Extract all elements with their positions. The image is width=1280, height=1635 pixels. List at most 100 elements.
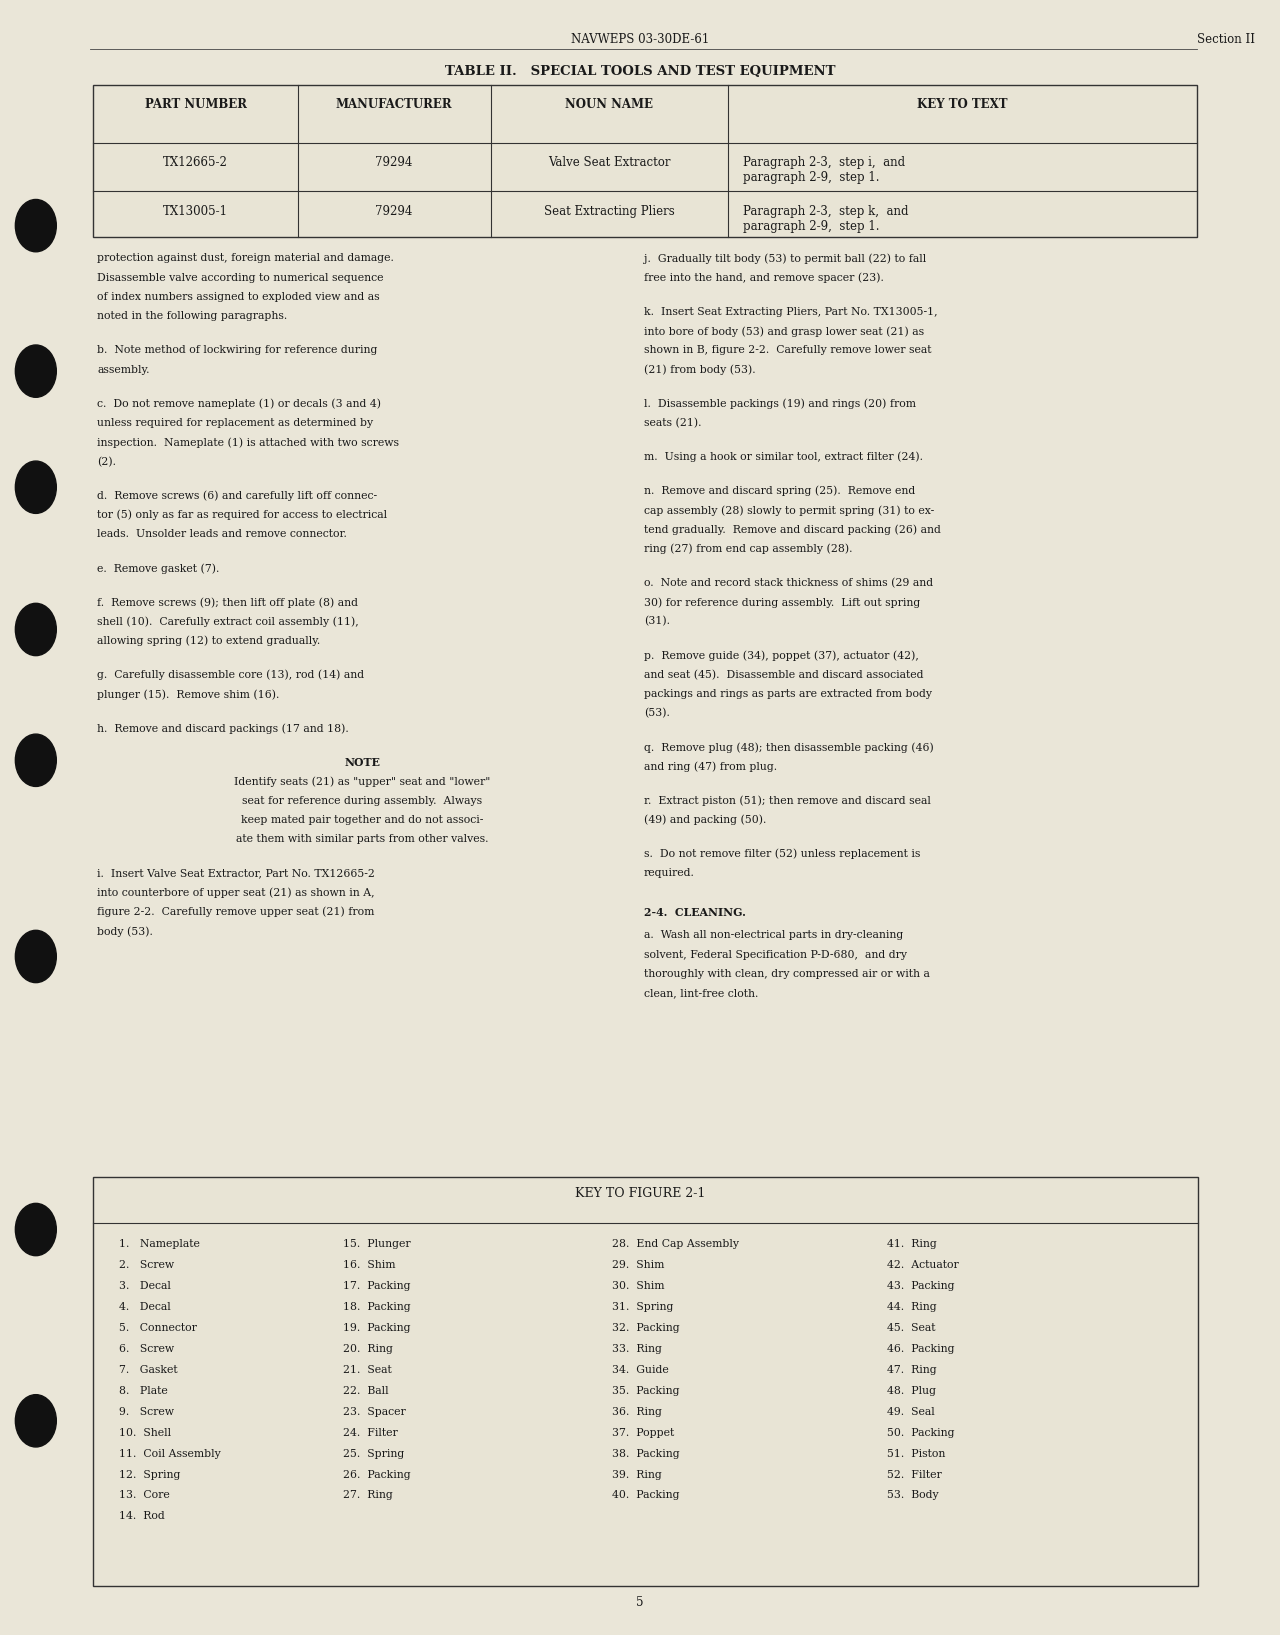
Text: cap assembly (28) slowly to permit spring (31) to ex-: cap assembly (28) slowly to permit sprin… (644, 505, 934, 515)
Text: 41.  Ring: 41. Ring (887, 1239, 937, 1249)
Bar (93, 85, 1197, 237)
Text: TABLE II.   SPECIAL TOOLS AND TEST EQUIPMENT: TABLE II. SPECIAL TOOLS AND TEST EQUIPME… (444, 65, 836, 78)
Text: 79294: 79294 (375, 155, 412, 168)
Text: 20.  Ring: 20. Ring (343, 1344, 393, 1354)
Text: and seat (45).  Disassemble and discard associated: and seat (45). Disassemble and discard a… (644, 670, 923, 680)
Text: 9.   Screw: 9. Screw (119, 1406, 174, 1418)
Text: plunger (15).  Remove shim (16).: plunger (15). Remove shim (16). (97, 688, 279, 700)
Text: ate them with similar parts from other valves.: ate them with similar parts from other v… (236, 834, 489, 844)
Text: 37.  Poppet: 37. Poppet (612, 1427, 675, 1437)
Text: into counterbore of upper seat (21) as shown in A,: into counterbore of upper seat (21) as s… (97, 888, 375, 898)
Text: NOTE: NOTE (344, 757, 380, 768)
Text: 27.  Ring: 27. Ring (343, 1491, 393, 1501)
Text: Valve Seat Extractor: Valve Seat Extractor (548, 155, 671, 168)
Text: 6.   Screw: 6. Screw (119, 1344, 174, 1354)
Text: 14.  Rod: 14. Rod (119, 1511, 165, 1522)
Text: 39.  Ring: 39. Ring (612, 1470, 662, 1480)
Text: m.  Using a hook or similar tool, extract filter (24).: m. Using a hook or similar tool, extract… (644, 451, 923, 463)
Text: 16.  Shim: 16. Shim (343, 1261, 396, 1270)
Text: 4.   Decal: 4. Decal (119, 1301, 170, 1313)
Text: a.  Wash all non-electrical parts in dry-cleaning: a. Wash all non-electrical parts in dry-… (644, 930, 904, 940)
Text: 48.  Plug: 48. Plug (887, 1386, 936, 1396)
Text: 5.   Connector: 5. Connector (119, 1323, 197, 1333)
Text: s.  Do not remove filter (52) unless replacement is: s. Do not remove filter (52) unless repl… (644, 849, 920, 860)
Text: 35.  Packing: 35. Packing (612, 1386, 680, 1396)
Text: 2-4.  CLEANING.: 2-4. CLEANING. (644, 907, 746, 917)
Text: 1.   Nameplate: 1. Nameplate (119, 1239, 200, 1249)
Text: 13.  Core: 13. Core (119, 1491, 170, 1501)
Text: 15.  Plunger: 15. Plunger (343, 1239, 411, 1249)
Text: protection against dust, foreign material and damage.: protection against dust, foreign materia… (97, 253, 394, 263)
Text: required.: required. (644, 868, 695, 878)
Text: 5: 5 (636, 1596, 644, 1609)
Text: 34.  Guide: 34. Guide (612, 1365, 668, 1375)
Text: 8.   Plate: 8. Plate (119, 1386, 168, 1396)
Text: 79294: 79294 (375, 204, 412, 217)
Text: 43.  Packing: 43. Packing (887, 1282, 955, 1292)
Text: KEY TO FIGURE 2-1: KEY TO FIGURE 2-1 (575, 1187, 705, 1200)
Text: inspection.  Nameplate (1) is attached with two screws: inspection. Nameplate (1) is attached wi… (97, 437, 399, 448)
Text: 52.  Filter: 52. Filter (887, 1470, 942, 1480)
Text: TX13005-1: TX13005-1 (163, 204, 228, 217)
Text: (31).: (31). (644, 616, 669, 626)
Text: 30) for reference during assembly.  Lift out spring: 30) for reference during assembly. Lift … (644, 597, 920, 608)
Text: 36.  Ring: 36. Ring (612, 1406, 662, 1418)
Text: 19.  Packing: 19. Packing (343, 1323, 411, 1333)
Text: clean, lint-free cloth.: clean, lint-free cloth. (644, 988, 758, 999)
Text: 22.  Ball: 22. Ball (343, 1386, 389, 1396)
Text: j.  Gradually tilt body (53) to permit ball (22) to fall: j. Gradually tilt body (53) to permit ba… (644, 253, 927, 263)
Text: 18.  Packing: 18. Packing (343, 1301, 411, 1313)
Text: 40.  Packing: 40. Packing (612, 1491, 680, 1501)
Text: Section II: Section II (1197, 33, 1254, 46)
Text: 17.  Packing: 17. Packing (343, 1282, 411, 1292)
Circle shape (15, 603, 56, 656)
Text: Paragraph 2-3,  step i,  and
paragraph 2-9,  step 1.: Paragraph 2-3, step i, and paragraph 2-9… (744, 155, 905, 183)
Text: assembly.: assembly. (97, 365, 150, 374)
Text: 45.  Seat: 45. Seat (887, 1323, 936, 1333)
Text: keep mated pair together and do not associ-: keep mated pair together and do not asso… (241, 814, 484, 826)
Text: unless required for replacement as determined by: unless required for replacement as deter… (97, 419, 374, 428)
Text: MANUFACTURER: MANUFACTURER (335, 98, 452, 111)
Text: 38.  Packing: 38. Packing (612, 1449, 680, 1458)
Text: o.  Note and record stack thickness of shims (29 and: o. Note and record stack thickness of sh… (644, 577, 933, 589)
Text: shown in B, figure 2-2.  Carefully remove lower seat: shown in B, figure 2-2. Carefully remove… (644, 345, 932, 355)
Text: 24.  Filter: 24. Filter (343, 1427, 398, 1437)
Text: thoroughly with clean, dry compressed air or with a: thoroughly with clean, dry compressed ai… (644, 970, 929, 979)
Text: 51.  Piston: 51. Piston (887, 1449, 946, 1458)
Text: c.  Do not remove nameplate (1) or decals (3 and 4): c. Do not remove nameplate (1) or decals… (97, 399, 381, 409)
Text: 44.  Ring: 44. Ring (887, 1301, 937, 1313)
Text: h.  Remove and discard packings (17 and 18).: h. Remove and discard packings (17 and 1… (97, 723, 349, 734)
Circle shape (15, 345, 56, 397)
Text: of index numbers assigned to exploded view and as: of index numbers assigned to exploded vi… (97, 293, 380, 302)
Text: leads.  Unsolder leads and remove connector.: leads. Unsolder leads and remove connect… (97, 530, 347, 540)
Text: 28.  End Cap Assembly: 28. End Cap Assembly (612, 1239, 739, 1249)
Text: ring (27) from end cap assembly (28).: ring (27) from end cap assembly (28). (644, 544, 852, 554)
Text: 49.  Seal: 49. Seal (887, 1406, 934, 1418)
Text: seat for reference during assembly.  Always: seat for reference during assembly. Alwa… (242, 796, 483, 806)
Text: 11.  Coil Assembly: 11. Coil Assembly (119, 1449, 220, 1458)
Text: 12.  Spring: 12. Spring (119, 1470, 180, 1480)
Text: shell (10).  Carefully extract coil assembly (11),: shell (10). Carefully extract coil assem… (97, 616, 358, 626)
Text: figure 2-2.  Carefully remove upper seat (21) from: figure 2-2. Carefully remove upper seat … (97, 907, 375, 917)
Text: 50.  Packing: 50. Packing (887, 1427, 955, 1437)
Text: 21.  Seat: 21. Seat (343, 1365, 392, 1375)
Text: g.  Carefully disassemble core (13), rod (14) and: g. Carefully disassemble core (13), rod … (97, 670, 365, 680)
Text: packings and rings as parts are extracted from body: packings and rings as parts are extracte… (644, 688, 932, 700)
Text: 3.   Decal: 3. Decal (119, 1282, 172, 1292)
Circle shape (15, 1203, 56, 1256)
Text: k.  Insert Seat Extracting Pliers, Part No. TX13005-1,: k. Insert Seat Extracting Pliers, Part N… (644, 307, 937, 317)
Text: 31.  Spring: 31. Spring (612, 1301, 673, 1313)
Text: Disassemble valve according to numerical sequence: Disassemble valve according to numerical… (97, 273, 384, 283)
Text: solvent, Federal Specification P-D-680,  and dry: solvent, Federal Specification P-D-680, … (644, 950, 906, 960)
Circle shape (15, 734, 56, 786)
Circle shape (15, 930, 56, 983)
Text: allowing spring (12) to extend gradually.: allowing spring (12) to extend gradually… (97, 636, 320, 646)
Text: body (53).: body (53). (97, 925, 154, 937)
Text: free into the hand, and remove spacer (23).: free into the hand, and remove spacer (2… (644, 273, 883, 283)
Text: Identify seats (21) as "upper" seat and "lower": Identify seats (21) as "upper" seat and … (234, 777, 490, 786)
Text: NAVWEPS 03-30DE-61: NAVWEPS 03-30DE-61 (571, 33, 709, 46)
Text: 10.  Shell: 10. Shell (119, 1427, 172, 1437)
Text: 46.  Packing: 46. Packing (887, 1344, 955, 1354)
Text: 47.  Ring: 47. Ring (887, 1365, 937, 1375)
Text: Seat Extracting Pliers: Seat Extracting Pliers (544, 204, 675, 217)
